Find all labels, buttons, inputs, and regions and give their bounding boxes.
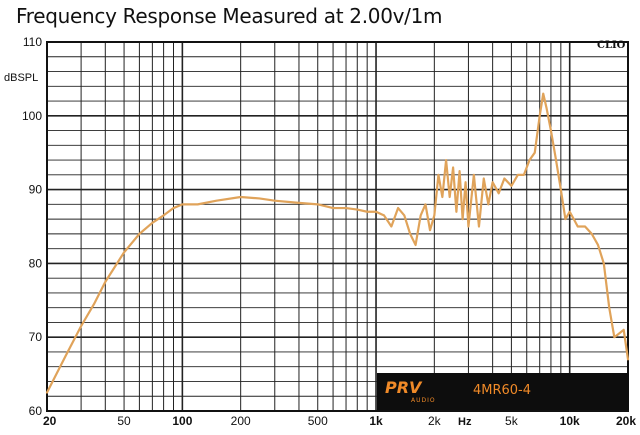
plot-frame <box>46 41 629 412</box>
curve-layer <box>45 92 630 394</box>
x-tick-label-0: 20 <box>43 414 57 428</box>
y-tick-label-3: 90 <box>29 183 43 197</box>
plot-border <box>46 41 629 412</box>
y-tick-labels: 60 70 80 90 100 110 <box>22 35 42 418</box>
y-tick-label-2: 80 <box>29 256 43 270</box>
x-tick-label-5: 1k <box>369 414 383 428</box>
x-tick-label-7: 5k <box>505 414 519 428</box>
y-tick-label-5: 110 <box>23 35 42 49</box>
series-line-0 <box>45 92 630 394</box>
grid-lines <box>46 41 629 412</box>
y-tick-label-0: 60 <box>29 404 43 418</box>
x-tick-label-3: 200 <box>231 414 251 428</box>
x-tick-label-6: 2k <box>428 414 442 428</box>
model-label: 4MR60-4 <box>473 383 531 398</box>
x-axis-label: Hz <box>458 416 472 428</box>
x-tick-label-2: 100 <box>172 414 192 428</box>
watermark-label: CLIO <box>597 40 626 51</box>
brand-logo-panel: PRV AUDIO 4MR60-4 <box>377 373 629 410</box>
x-tick-label-8: 10k <box>560 414 580 428</box>
x-tick-labels: 20 50 100 200 500 1k 2k 5k 10k 20k <box>43 414 636 428</box>
logo-background <box>377 373 629 410</box>
y-axis-label: dBSPL <box>4 72 38 84</box>
x-tick-label-9: 20k <box>616 414 636 428</box>
x-tick-label-1: 50 <box>117 414 131 428</box>
y-tick-label-4: 100 <box>22 109 42 123</box>
brand-logo: PRV <box>385 378 423 397</box>
y-tick-label-1: 70 <box>29 330 43 344</box>
brand-logo-sub: AUDIO <box>411 397 436 404</box>
chart-title: Frequency Response Measured at 2.00v/1m <box>16 4 443 28</box>
x-tick-label-4: 500 <box>308 414 328 428</box>
